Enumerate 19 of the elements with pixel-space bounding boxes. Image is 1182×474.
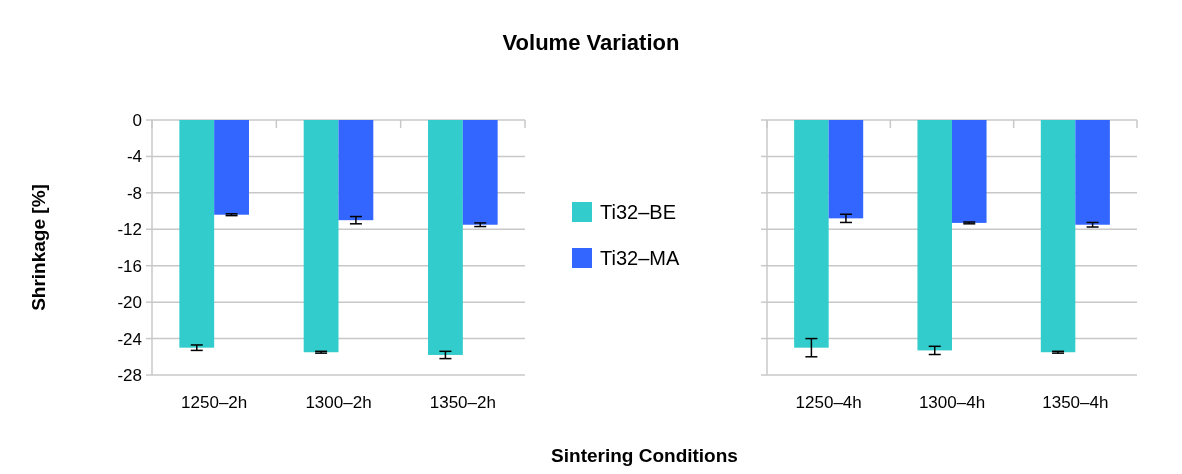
x-axis-title: Sintering Conditions [551, 445, 738, 466]
x-tick-label: 1350–2h [429, 393, 496, 412]
y-tick-label: -4 [126, 147, 142, 167]
y-tick-label: -20 [117, 293, 142, 313]
x-tick-label: 1250–4h [795, 393, 862, 412]
x-tick-label: 1250–2h [181, 393, 248, 412]
x-tick-label: 1300–4h [918, 393, 986, 412]
y-axis-title: Shrinkage [%] [28, 184, 49, 311]
y-tick-label: -28 [117, 365, 142, 385]
y-tick-label: 0 [132, 110, 142, 130]
y-tick-label: -12 [117, 220, 142, 240]
legend-label: Ti32–MA [600, 247, 680, 269]
x-tick-label: 1300–2h [305, 393, 372, 412]
text: Volume Variation [502, 30, 680, 55]
y-tick-label: -8 [126, 183, 142, 203]
legend-label: Ti32–BE [600, 201, 676, 223]
y-tick-label: -16 [117, 256, 142, 276]
x-tick-label: 1350–4h [1042, 393, 1109, 412]
y-tick-label: -24 [117, 329, 142, 349]
